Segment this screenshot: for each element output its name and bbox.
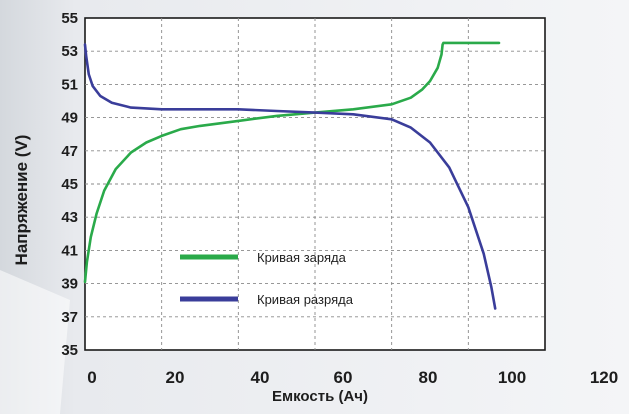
x-tick-label: 40: [251, 368, 270, 387]
y-tick-label: 49: [61, 110, 78, 127]
x-tick-label: 100: [498, 368, 526, 387]
y-tick-label: 43: [61, 209, 78, 226]
legend: Кривая заряда Кривая разряда: [180, 250, 354, 307]
y-tick-label: 55: [61, 10, 78, 27]
y-axis-title: Напряжение (V): [12, 135, 31, 266]
y-tick-label: 41: [61, 242, 78, 259]
x-tick-label: 80: [419, 368, 438, 387]
series-lines: [83, 41, 501, 310]
legend-label-charge: Кривая заряда: [257, 250, 347, 265]
x-axis-ticks: 0 20 40 60 80 100 120: [87, 368, 618, 387]
y-tick-label: 39: [61, 276, 78, 293]
x-tick-label: 20: [166, 368, 185, 387]
x-tick-label: 60: [334, 368, 353, 387]
legend-label-discharge: Кривая разряда: [257, 292, 354, 307]
series-line-discharge: [83, 43, 497, 310]
y-tick-label: 51: [61, 76, 78, 93]
y-axis-ticks: 35 37 39 41 43 45 47 49 51 53 55: [61, 10, 78, 359]
x-axis-title: Емкость (Ач): [272, 388, 368, 405]
background-stripe: [0, 270, 70, 414]
y-tick-label: 53: [61, 43, 78, 60]
series-line-charge: [83, 41, 501, 284]
x-tick-label: 120: [590, 368, 618, 387]
y-tick-label: 35: [61, 342, 78, 359]
y-tick-label: 37: [61, 309, 78, 326]
y-tick-label: 47: [61, 143, 78, 160]
x-tick-label: 0: [87, 368, 96, 387]
grid: [85, 18, 545, 350]
y-tick-label: 45: [61, 176, 78, 193]
